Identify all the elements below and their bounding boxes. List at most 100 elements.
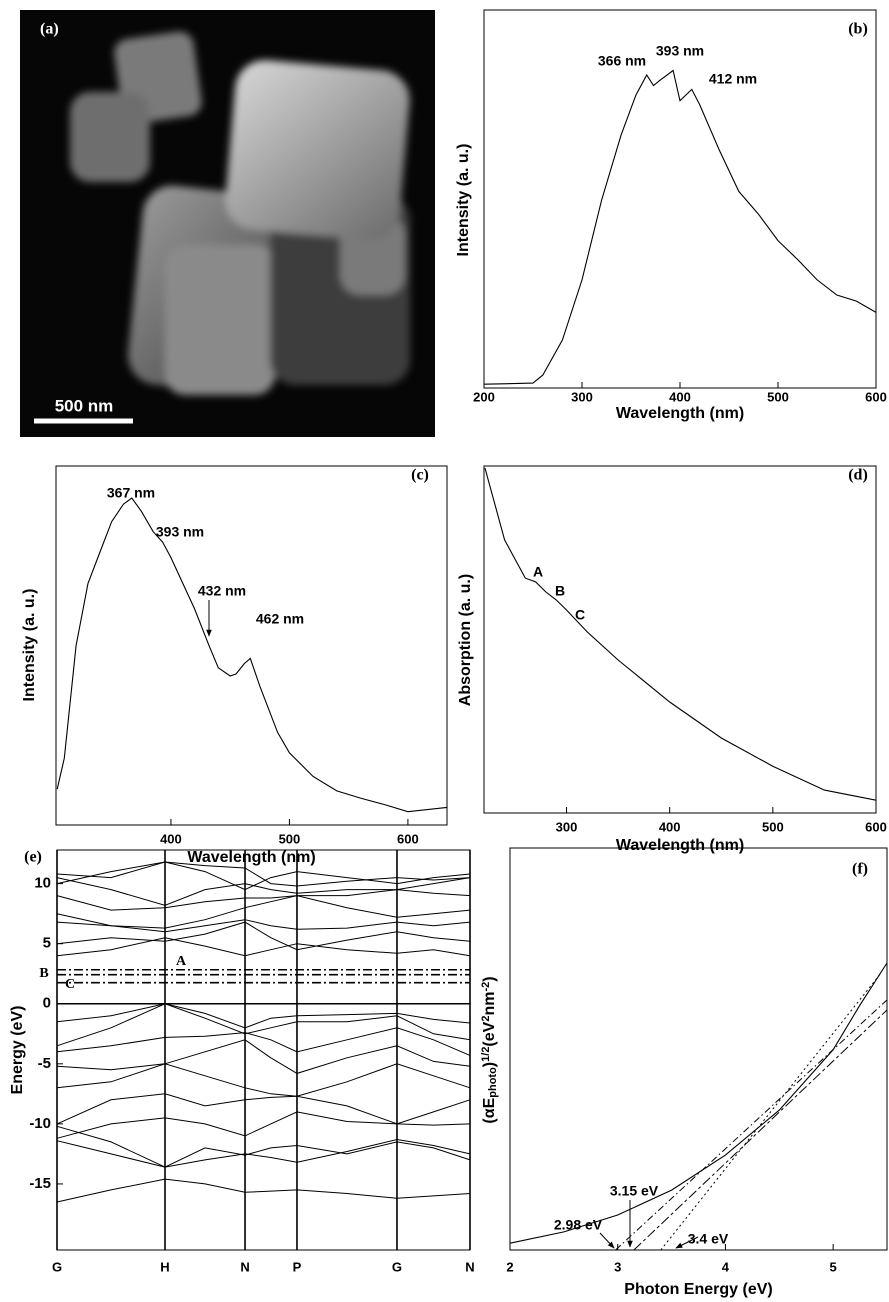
y-axis-label-part: (eV: [481, 1021, 498, 1046]
panel-label: (f): [852, 861, 868, 878]
defect-level-label: B: [39, 966, 48, 981]
data-line: [484, 467, 877, 801]
band-line: [56, 919, 471, 933]
annotation: 366 nm: [598, 53, 646, 69]
plot-frame: [483, 9, 877, 389]
y-axis-label-part: nm: [481, 992, 498, 1016]
y-tick-label: -5: [38, 1055, 51, 1072]
y-axis-label-part: -2: [480, 982, 492, 992]
annotation: 367 nm: [107, 485, 155, 501]
band-line: [56, 877, 471, 906]
annotation: A: [533, 564, 543, 580]
band-line: [56, 1138, 471, 1168]
panel-label: (c): [411, 467, 429, 484]
x-tick-label: 600: [865, 389, 887, 404]
band-line: [56, 895, 471, 929]
x-tick-label: 500: [279, 831, 301, 846]
band-line: [56, 1063, 471, 1097]
x-tick-label: N: [240, 1259, 249, 1274]
x-tick-label: P: [293, 1259, 302, 1274]
y-axis-label: Absorption (a. u.): [457, 574, 474, 706]
x-tick-label: 400: [160, 831, 182, 846]
x-tick-label: 400: [659, 819, 681, 834]
plot-frame: [483, 465, 877, 814]
x-tick-label: 600: [397, 831, 419, 846]
band-line: [56, 921, 471, 951]
x-tick-label: 300: [571, 389, 593, 404]
plot-frame: [509, 847, 888, 1251]
fit-arrow: [675, 1236, 699, 1249]
fit-label: 3.4 eV: [688, 1231, 729, 1247]
scale-bar-label: 500 nm: [55, 396, 114, 415]
x-tick-label: H: [160, 1259, 169, 1274]
x-tick-label: 4: [722, 1259, 730, 1274]
y-axis-label: (αEphoto)1/2(eV2nm-2): [480, 976, 500, 1123]
x-tick-label: 400: [669, 389, 691, 404]
panel-label: (d): [848, 467, 868, 484]
panel-label: (a): [40, 21, 59, 38]
data-line: [56, 497, 448, 813]
x-tick-label: 200: [473, 389, 495, 404]
x-tick-label: 5: [830, 1259, 837, 1274]
band-line: [56, 1125, 471, 1168]
x-tick-label: N: [465, 1259, 474, 1274]
x-axis-label: Photon Energy (eV): [624, 1281, 772, 1298]
band-line: [56, 937, 471, 957]
panel-label: (b): [848, 21, 868, 38]
x-tick-label: 500: [767, 389, 789, 404]
y-tick-label: -10: [29, 1115, 51, 1132]
annotation: 462 nm: [256, 611, 304, 627]
plot-frame: [55, 465, 448, 826]
band-line: [56, 1039, 471, 1074]
y-tick-label: 0: [43, 995, 51, 1012]
y-axis-label: Energy (eV): [9, 1006, 26, 1095]
y-axis-label-part: 1/2: [480, 1047, 492, 1062]
fit-arrow: [599, 1232, 615, 1249]
x-tick-label: G: [52, 1259, 62, 1274]
y-axis-label-part: ): [481, 976, 498, 981]
y-tick-label: 10: [34, 875, 51, 892]
defect-level-label: A: [176, 954, 187, 969]
fit-line: [660, 974, 880, 1251]
x-axis-label: Wavelength (nm): [616, 837, 744, 854]
fit-label: 2.98 eV: [554, 1217, 603, 1233]
annotation: 393 nm: [156, 524, 204, 540]
annotation: B: [555, 583, 565, 599]
annotation: 393 nm: [656, 43, 704, 59]
y-axis-label-part: 2: [480, 1016, 492, 1022]
y-tick-label: -15: [29, 1175, 51, 1192]
fit-line: [615, 999, 888, 1251]
band-line: [56, 889, 471, 911]
x-tick-label: 2: [506, 1259, 513, 1274]
fit-line: [633, 1009, 888, 1251]
data-line: [509, 962, 888, 1244]
defect-level-label: C: [65, 977, 75, 992]
data-line: [483, 69, 877, 385]
band-line: [56, 861, 471, 891]
band-line: [56, 1027, 471, 1056]
x-axis-label: Wavelength (nm): [616, 405, 744, 422]
annotation: 432 nm: [198, 583, 246, 599]
panel-label: (e): [24, 849, 42, 866]
band-line: [56, 1003, 471, 1029]
x-tick-label: G: [392, 1259, 402, 1274]
y-axis-label: Intensity (a. u.): [455, 144, 472, 257]
y-axis-label: Intensity (a. u.): [21, 589, 38, 702]
y-axis-label-part: ): [481, 1062, 498, 1067]
y-axis-label-part: (αE: [481, 1097, 498, 1123]
sem-image: (a) 500 nm: [20, 10, 435, 437]
annotation: 412 nm: [709, 71, 757, 87]
y-axis-label-part: photo: [487, 1067, 499, 1098]
band-line: [56, 1178, 471, 1203]
band-line: [56, 1003, 471, 1047]
x-tick-label: 300: [556, 819, 578, 834]
x-axis-label: Wavelength (nm): [187, 849, 315, 866]
x-tick-label: 600: [865, 819, 887, 834]
band-line: [56, 861, 471, 887]
annotation: C: [575, 607, 585, 623]
x-tick-label: 3: [614, 1259, 621, 1274]
band-line: [56, 1093, 471, 1125]
y-tick-label: 5: [43, 935, 51, 952]
x-tick-label: 500: [762, 819, 784, 834]
